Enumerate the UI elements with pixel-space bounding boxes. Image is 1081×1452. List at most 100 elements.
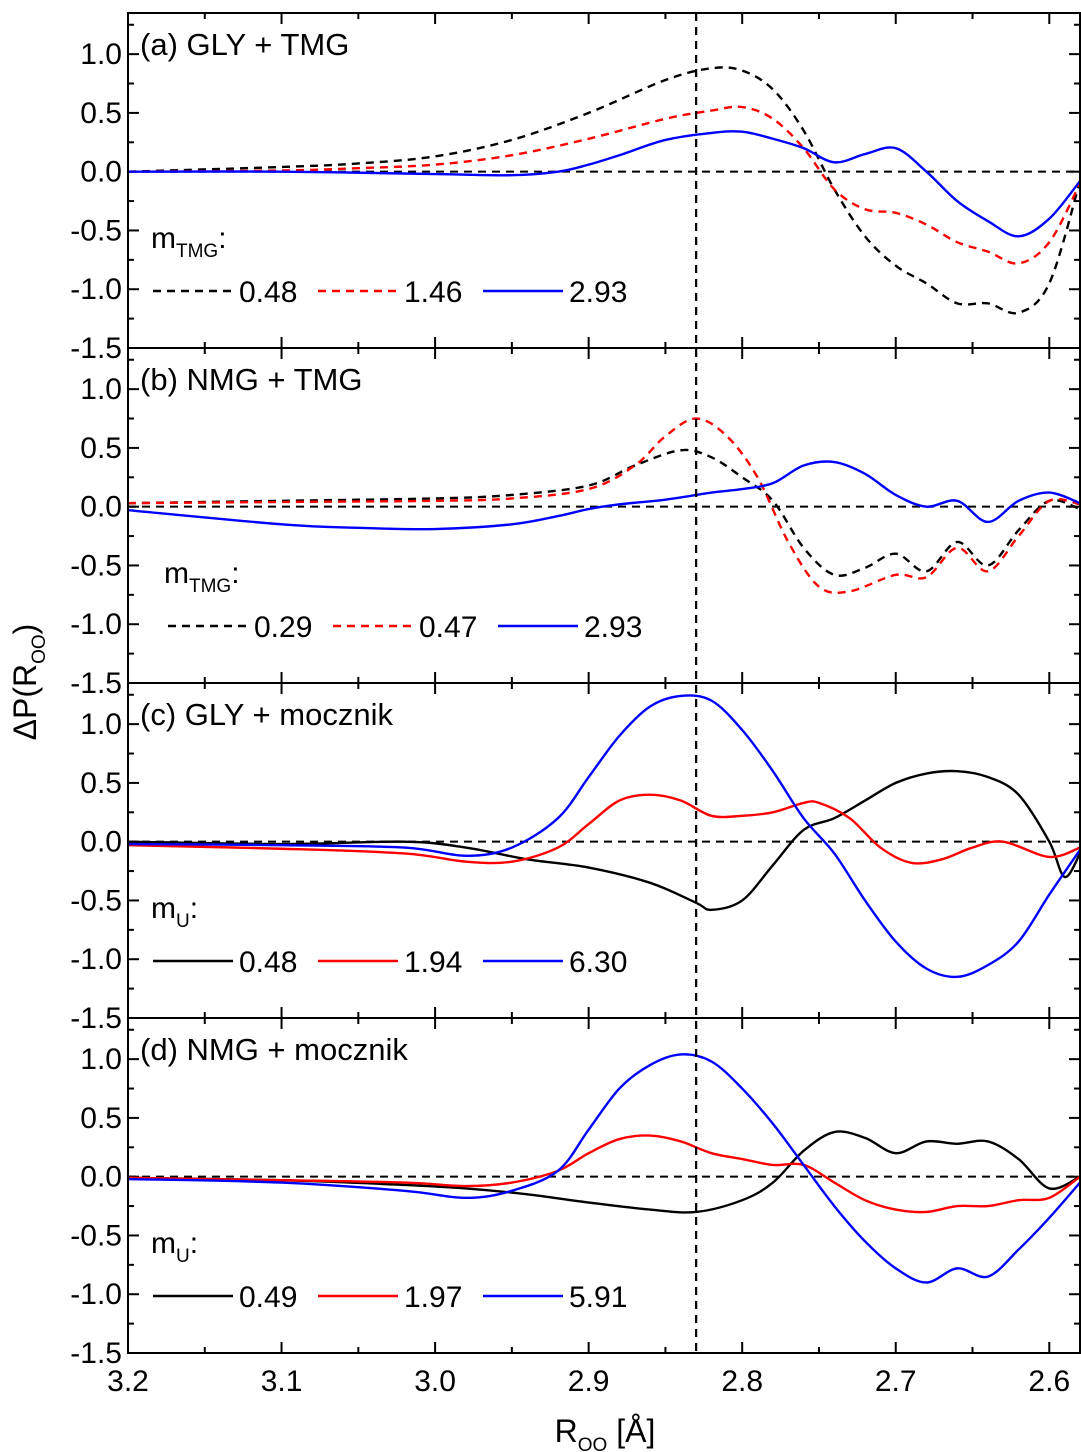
series-group <box>128 694 1080 979</box>
series-group <box>128 417 1080 595</box>
legend-heading-colon: : <box>218 222 226 255</box>
legend-label: 0.48 <box>239 946 297 979</box>
y-tick-label: 0.5 <box>80 767 122 800</box>
panel-title: (c) GLY + mocznik <box>140 697 393 732</box>
legend-heading-subscript: TMG <box>176 241 218 262</box>
panel-c: 1.0 0.5 0.0 -0.5 -1.0 -1.5 (c) GLY + mocznik mU… <box>70 682 1081 1035</box>
y-tick-label: 0.0 <box>80 491 122 524</box>
x-tick-label: 2.9 <box>568 1365 610 1398</box>
legend-heading-symbol: m <box>151 1227 176 1260</box>
y-axis-panel-d: 1.0 0.5 0.0 -0.5 -1.0 -1.5 <box>70 1018 1080 1370</box>
y-tick-label: 0.5 <box>80 432 122 465</box>
y-axis-title-main: ΔP(R <box>7 664 43 740</box>
legend-label: 5.91 <box>569 1281 627 1314</box>
panel-b: 1.00.50.0-0.5-1.0-1.5(b) NMG + TMGmTMG:0… <box>70 347 1081 700</box>
legend-label: 6.30 <box>569 946 627 979</box>
legend-label: 2.93 <box>584 611 642 644</box>
legend: 0.29 0.47 2.93 <box>168 611 642 644</box>
x-axis-title-unit: [Å] <box>607 1413 655 1449</box>
y-tick-label: -0.5 <box>70 884 122 917</box>
y-tick-label: 1.0 <box>80 708 122 741</box>
y-tick-label: -1.5 <box>70 1002 122 1035</box>
legend-heading: mU: <box>151 892 198 932</box>
series-line-1_94 <box>128 793 1080 865</box>
panel-title: (b) NMG + TMG <box>140 362 362 397</box>
series-line-0_48 <box>128 769 1080 912</box>
series-group <box>128 66 1080 315</box>
legend-label: 1.97 <box>404 1281 462 1314</box>
legend-heading-colon: : <box>190 892 198 925</box>
legend-heading: mU: <box>151 1227 198 1267</box>
legend-label: 1.94 <box>404 946 462 979</box>
y-tick-label: 0.0 <box>80 1161 122 1194</box>
y-axis-title-subscript: OO <box>29 634 50 664</box>
x-tick-label: 3.2 <box>107 1365 149 1398</box>
series-line-1_97 <box>128 1134 1080 1214</box>
legend-label: 1.46 <box>404 276 462 309</box>
series-line-0_48 <box>128 66 1080 315</box>
series-line-2_93 <box>128 460 1080 531</box>
y-tick-label: 0.0 <box>80 156 122 189</box>
y-tick-label: 1.0 <box>80 1043 122 1076</box>
y-tick-label: -0.5 <box>70 549 122 582</box>
legend: 0.48 1.94 6.30 <box>153 946 627 979</box>
legend-heading-symbol: m <box>164 557 189 590</box>
legend-label: 2.93 <box>569 276 627 309</box>
x-tick-label: 3.1 <box>261 1365 303 1398</box>
series-line-0_29 <box>128 448 1080 577</box>
legend-heading-symbol: m <box>151 892 176 925</box>
series-line-5_91 <box>128 1053 1080 1284</box>
y-tick-label: -1.0 <box>70 608 122 641</box>
series-line-1_46 <box>128 105 1080 265</box>
x-axis-title-subscript: OO <box>578 1435 608 1452</box>
legend: 0.49 1.97 5.91 <box>153 1281 627 1314</box>
legend-label: 0.29 <box>254 611 312 644</box>
legend-heading-symbol: m <box>151 222 176 255</box>
y-tick-label: -1.0 <box>70 273 122 306</box>
y-tick-label: 0.5 <box>80 1102 122 1135</box>
x-axis-title: ROO [Å] <box>555 1413 656 1452</box>
panel-a: 1.00.50.0-0.5-1.0-1.5(a) GLY + TMGmTMG:0… <box>70 12 1081 365</box>
legend-heading: mTMG: <box>151 222 227 262</box>
legend-heading-subscript: U <box>176 911 190 932</box>
series-line-0_49 <box>128 1130 1080 1214</box>
y-tick-label: 1.0 <box>80 38 122 71</box>
y-tick-label: -1.5 <box>70 332 122 365</box>
y-axis-panel-b: 1.0 0.5 0.0 -0.5 -1.0 -1.5 <box>70 348 1080 700</box>
y-tick-label: 0.0 <box>80 826 122 859</box>
y-tick-label: -1.5 <box>70 667 122 700</box>
x-axis-title-main: R <box>555 1413 578 1449</box>
series-line-2_93 <box>128 130 1080 238</box>
y-tick-label: 0.5 <box>80 97 122 130</box>
legend-heading-colon: : <box>231 557 239 590</box>
series-line-0_47 <box>128 417 1080 595</box>
x-tick-label: 2.7 <box>875 1365 917 1398</box>
y-axis-title-close: ) <box>7 624 43 635</box>
y-axis-panel-a: 1.0 0.5 0.0 -0.5 -1.0 -1.5 <box>70 13 1080 365</box>
series-group <box>128 1053 1080 1284</box>
panel-title: (d) NMG + mocznik <box>140 1032 408 1067</box>
legend-heading: mTMG: <box>164 557 240 597</box>
legend-heading-colon: : <box>190 1227 198 1260</box>
legend-heading-subscript: U <box>176 1246 190 1267</box>
panel-frame <box>127 1017 1081 1354</box>
legend-heading-subscript: TMG <box>189 576 231 597</box>
y-tick-label: -1.0 <box>70 943 122 976</box>
x-tick-label: 2.6 <box>1028 1365 1070 1398</box>
y-axis-panel-c: 1.0 0.5 0.0 -0.5 -1.0 -1.5 <box>70 683 1080 1035</box>
x-tick-label: 3.0 <box>414 1365 456 1398</box>
legend-label: 0.48 <box>239 276 297 309</box>
series-line-6_30 <box>128 694 1080 979</box>
legend-label: 0.49 <box>239 1281 297 1314</box>
x-axis: 3.2 3.1 3.0 2.9 2.8 2.7 2.6 <box>107 1365 1070 1398</box>
legend-label: 0.47 <box>419 611 477 644</box>
y-tick-label: -0.5 <box>70 214 122 247</box>
panels-layer: 1.00.50.0-0.5-1.0-1.5(a) GLY + TMGmTMG:0… <box>70 12 1081 1370</box>
y-axis-title: ΔP(ROO) <box>7 624 50 741</box>
y-tick-label: 1.0 <box>80 373 122 406</box>
y-tick-label: -1.0 <box>70 1278 122 1311</box>
panel-title: (a) GLY + TMG <box>140 27 349 62</box>
y-tick-label: -1.5 <box>70 1337 122 1370</box>
legend: 0.48 1.46 2.93 <box>153 276 627 309</box>
